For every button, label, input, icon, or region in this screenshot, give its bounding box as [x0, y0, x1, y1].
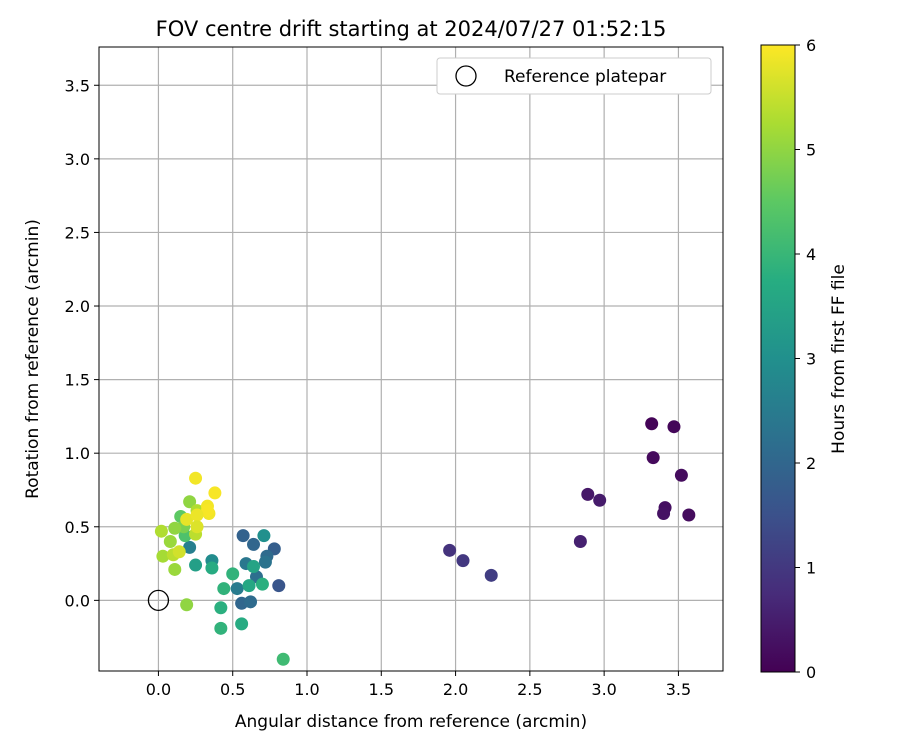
y-tick-label: 0.0	[65, 591, 90, 610]
scatter-point	[217, 582, 231, 596]
legend-box	[436, 57, 712, 95]
y-tick-label: 0.5	[65, 518, 90, 537]
scatter-point	[236, 529, 250, 543]
colorbar-tick-label: 1	[806, 559, 816, 578]
reference-platepar-marker	[147, 589, 170, 612]
scatter-point	[230, 582, 244, 596]
x-tick-label: 3.5	[666, 680, 691, 699]
y-tick-label: 3.5	[65, 76, 90, 95]
scatter-point	[214, 601, 228, 615]
x-tick-label: 2.0	[443, 680, 468, 699]
colorbar-tick-label: 0	[806, 663, 816, 682]
scatter-point	[154, 524, 168, 538]
x-tick-label: 1.0	[294, 680, 319, 699]
scatter-point	[272, 579, 286, 593]
scatter-point	[183, 540, 197, 554]
x-tick-label: 2.5	[517, 680, 542, 699]
colorbar-label: Hours from first FF file	[829, 264, 849, 454]
scatter-point	[646, 451, 660, 465]
scatter-point	[667, 420, 681, 434]
reference-marker	[147, 589, 170, 612]
scatter-point	[226, 567, 240, 581]
x-axis-ticks: 0.0 0.5 1.0 1.5 2.0 2.5 3.0 3.5	[146, 671, 691, 699]
scatter-point	[156, 549, 170, 563]
scatter-point	[235, 617, 249, 631]
scatter-point	[682, 508, 696, 522]
colorbar-tick-label: 4	[806, 245, 816, 264]
scatter-point	[443, 543, 457, 557]
colorbar: 0 1 2 3 4 5 6 Hours from first FF file	[760, 36, 849, 682]
scatter-point	[163, 534, 177, 548]
legend: Reference platepar	[436, 57, 712, 95]
x-tick-label: 0.0	[146, 680, 171, 699]
scatter-point	[581, 487, 595, 501]
scatter-point	[645, 417, 659, 431]
scatter-point	[244, 595, 258, 609]
data-points	[154, 417, 696, 666]
scatter-point	[255, 577, 269, 591]
colorbar-ticks: 0 1 2 3 4 5 6	[795, 36, 816, 682]
scatter-point	[200, 504, 214, 518]
scatter-point	[456, 554, 470, 568]
grid	[99, 47, 723, 671]
y-tick-label: 3.0	[65, 150, 90, 169]
colorbar-gradient	[760, 44, 796, 673]
y-tick-label: 1.5	[65, 371, 90, 390]
legend-entry-reference: Reference platepar	[504, 67, 666, 87]
x-tick-label: 3.0	[591, 680, 616, 699]
scatter-point	[247, 537, 261, 551]
colorbar-tick-label: 2	[806, 454, 816, 473]
legend-reference-marker	[455, 65, 477, 87]
x-axis-label: Angular distance from reference (arcmin)	[235, 712, 587, 732]
scatter-point	[674, 468, 688, 482]
scatter-point	[573, 534, 587, 548]
scatter-point	[208, 486, 222, 500]
scatter-point	[276, 652, 290, 666]
scatter-point	[183, 495, 197, 509]
scatter-point	[247, 560, 261, 574]
scatter-point	[190, 508, 204, 522]
scatter-point	[242, 579, 256, 593]
scatter-point	[593, 493, 607, 507]
y-axis-ticks: 0.0 0.5 1.0 1.5 2.0 2.5 3.0 3.5	[65, 76, 99, 610]
scatter-point	[168, 521, 182, 535]
scatter-point	[258, 555, 272, 569]
scatter-point	[189, 558, 203, 572]
colorbar-tick-label: 6	[806, 36, 816, 55]
colorbar-tick-label: 5	[806, 141, 816, 160]
y-tick-label: 2.0	[65, 297, 90, 316]
colorbar-tick-label: 3	[806, 350, 816, 369]
scatter-point	[190, 520, 204, 534]
y-axis-label: Rotation from reference (arcmin)	[23, 219, 43, 499]
scatter-point	[189, 471, 203, 485]
y-tick-label: 2.5	[65, 223, 90, 242]
scatter-point	[180, 512, 194, 526]
scatter-point	[205, 561, 219, 575]
scatter-point	[484, 568, 498, 582]
scatter-point	[657, 507, 671, 521]
scatter-point	[180, 598, 194, 612]
scatter-point	[172, 545, 186, 559]
scatter-point	[257, 529, 271, 543]
scatter-point	[168, 562, 182, 576]
x-tick-label: 0.5	[220, 680, 245, 699]
scatter-point	[214, 621, 228, 635]
x-tick-label: 1.5	[369, 680, 394, 699]
chart-title: FOV centre drift starting at 2024/07/27 …	[156, 17, 667, 41]
plot-frame	[98, 46, 724, 672]
y-tick-label: 1.0	[65, 444, 90, 463]
